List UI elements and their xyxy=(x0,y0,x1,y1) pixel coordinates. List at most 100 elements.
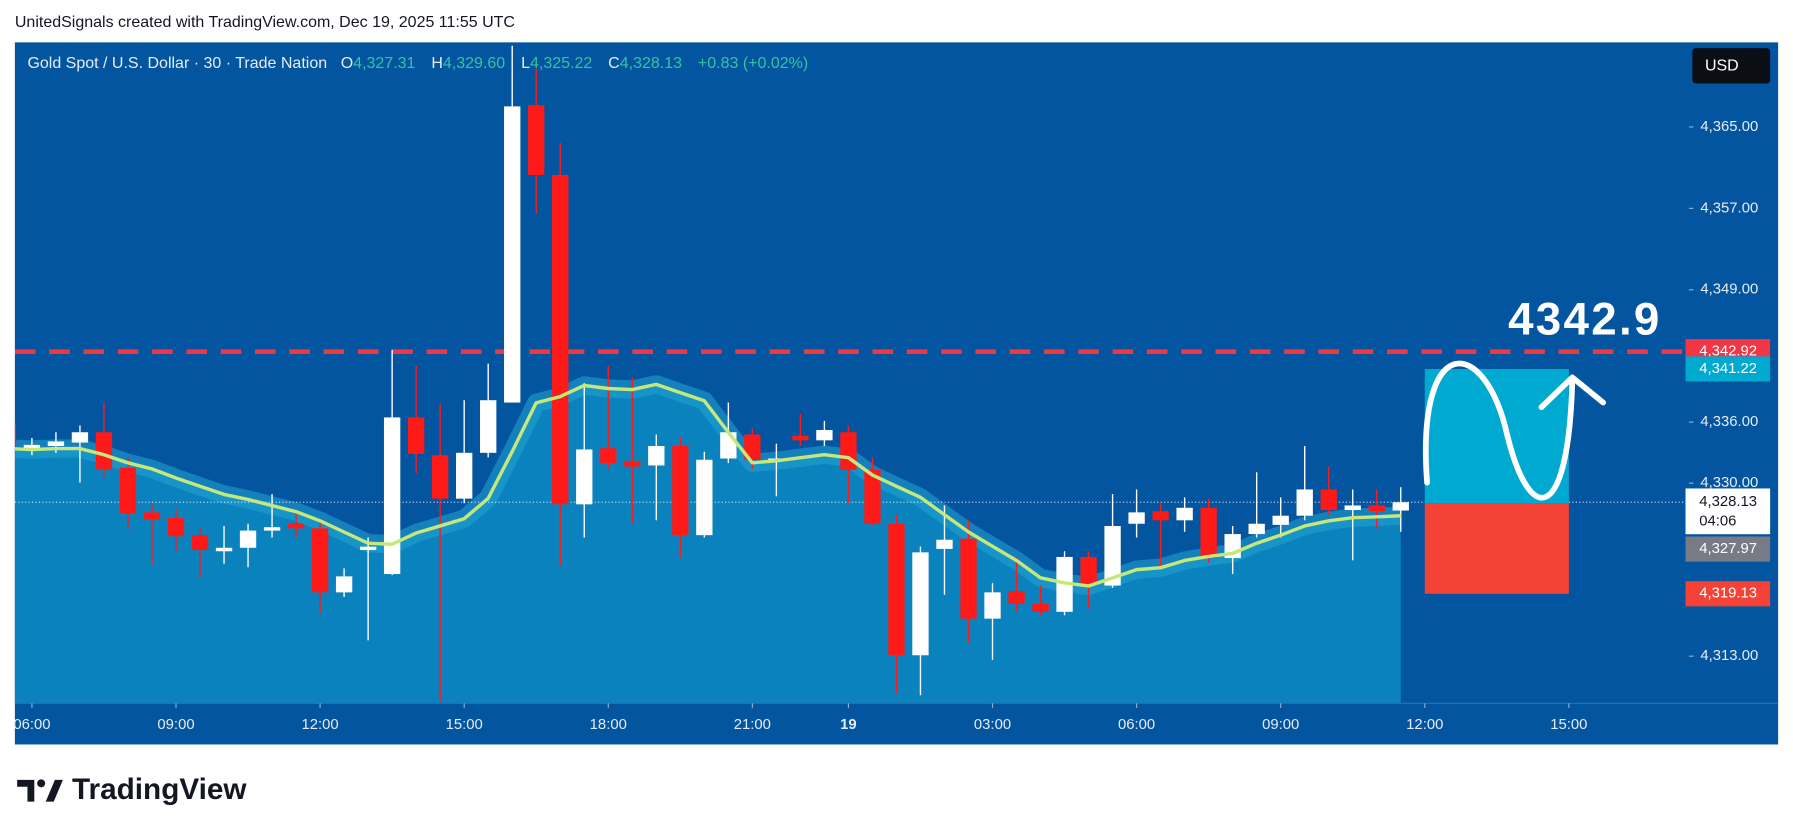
candle-body xyxy=(167,518,185,537)
candle-body xyxy=(191,535,209,551)
overlay: 4,365.00 4,357.00 4,349.00 4,336.00 4,330.00… xyxy=(13,119,1779,733)
candle-body xyxy=(1344,505,1361,511)
price-label: 4,319.13 xyxy=(1699,586,1757,602)
candle-body xyxy=(840,432,857,471)
candle-body xyxy=(1176,507,1193,521)
ma-line xyxy=(14,382,1401,588)
candle-body xyxy=(1392,502,1409,511)
x-tick-label: 19 xyxy=(840,717,857,733)
candle-body xyxy=(504,106,521,403)
ma-area xyxy=(14,384,1401,704)
candle-body xyxy=(648,446,665,466)
projection-arrow xyxy=(1538,374,1607,410)
candle-body xyxy=(600,448,617,464)
currency-badge[interactable] xyxy=(1692,48,1771,84)
candle-body xyxy=(143,512,161,520)
legend-label: L xyxy=(521,55,530,72)
candle-body xyxy=(1368,505,1385,512)
x-tick-label: 09:00 xyxy=(1262,717,1299,733)
candle-body xyxy=(912,552,929,656)
candle-body xyxy=(1008,591,1025,604)
candle-body xyxy=(119,467,137,514)
candle-body xyxy=(1104,526,1121,586)
legend-value: 4,325.22 xyxy=(530,55,592,72)
brand-logo xyxy=(17,779,63,802)
y-tick-label: 4,357.00 xyxy=(1700,200,1758,216)
candle-body xyxy=(1320,489,1337,511)
x-tick-label: 15:00 xyxy=(1550,717,1587,733)
projection-curve xyxy=(1423,360,1576,501)
legend: Gold Spot / U.S. Dollar · 30 · Trade Nat… xyxy=(27,55,808,72)
legend-label: C xyxy=(608,55,620,72)
y-tick-label: 4,365.00 xyxy=(1700,119,1758,135)
x-tick-label: 12:00 xyxy=(302,717,339,733)
candle-body xyxy=(696,459,713,536)
legend-change: +0.83 (+0.02%) xyxy=(698,55,808,72)
candle-body xyxy=(888,523,905,656)
y-tick-label: 4,330.00 xyxy=(1700,475,1758,491)
candle-body xyxy=(14,423,17,450)
candle-body xyxy=(672,446,689,536)
candle-body xyxy=(480,400,497,453)
x-tick-label: 06:00 xyxy=(1118,717,1155,733)
candle-body xyxy=(47,441,65,447)
legend-value: 4,328.13 xyxy=(620,55,682,72)
x-tick-label: 12:00 xyxy=(1406,717,1443,733)
candle-body xyxy=(71,432,89,443)
candle-body xyxy=(1128,512,1145,524)
candle-body xyxy=(23,444,41,450)
candle-body xyxy=(1152,511,1169,521)
y-tick-label: 4,349.00 xyxy=(1700,282,1758,298)
header: UnitedSignals created with TradingView.c… xyxy=(15,14,515,31)
x-tick-label: 03:00 xyxy=(974,717,1011,733)
plot-area xyxy=(14,45,1689,704)
legend-value: 4,329.60 xyxy=(443,55,505,72)
candle-body xyxy=(407,417,425,454)
candle-body xyxy=(792,435,809,441)
x-tick-label: 15:00 xyxy=(446,717,483,733)
candle-body xyxy=(335,576,353,593)
candle-body xyxy=(1200,507,1217,559)
legend-value: 4,327.31 xyxy=(353,55,415,72)
candle-body xyxy=(287,523,305,529)
candle-body xyxy=(744,434,761,460)
candle-body xyxy=(456,452,473,499)
legend-title: Gold Spot / U.S. Dollar · 30 · Trade Nat… xyxy=(27,55,327,72)
candle-body xyxy=(359,546,377,551)
bar-countdown: 04:06 xyxy=(1699,514,1736,530)
price-label: 4,341.22 xyxy=(1699,361,1757,377)
legend-label: H xyxy=(431,55,443,72)
y-tick-label: 4,313.00 xyxy=(1700,648,1758,664)
candle-body xyxy=(720,432,737,459)
legend-label: O xyxy=(341,55,353,72)
candle-body xyxy=(984,592,1001,619)
annotation: 4342.9 xyxy=(1508,294,1662,345)
candle-body xyxy=(239,530,257,548)
candle-body xyxy=(864,470,881,524)
candle-body xyxy=(624,460,641,467)
x-tick-label: 06:00 xyxy=(13,717,50,733)
x-tick-label: 09:00 xyxy=(157,717,194,733)
candle-body xyxy=(1080,556,1097,586)
candle-body xyxy=(311,528,329,593)
candle-body xyxy=(432,455,449,499)
x-tick-label: 21:00 xyxy=(734,717,771,733)
candle-body xyxy=(528,105,545,175)
candle-body xyxy=(936,539,953,549)
candle-body xyxy=(960,538,977,619)
candle-body xyxy=(383,417,401,575)
price-label: 4,327.97 xyxy=(1699,541,1757,557)
candle-body xyxy=(552,174,569,505)
price-label-box xyxy=(1685,356,1771,382)
candle-body xyxy=(816,430,833,441)
y-tick-label: 4,336.00 xyxy=(1700,414,1758,430)
candle-body xyxy=(95,432,113,469)
price-label-box xyxy=(1685,581,1771,607)
candle-body xyxy=(576,449,593,505)
candle-body xyxy=(1272,515,1289,525)
price-label-box xyxy=(1685,536,1771,562)
candle-body xyxy=(263,527,281,531)
position-target xyxy=(1424,368,1569,504)
